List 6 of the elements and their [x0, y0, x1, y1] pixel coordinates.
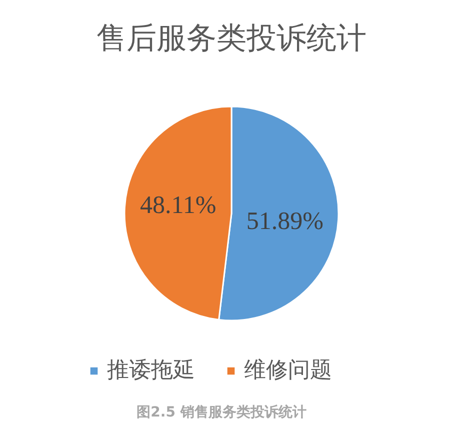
legend-label: 维修问题 [244, 357, 332, 385]
data-label: 48.11% [140, 192, 216, 219]
caption: 图2.5 销售服务类投诉统计 [136, 404, 306, 420]
data-label: 51.89% [246, 208, 324, 236]
legend-label: 推诿拖延 [107, 357, 195, 385]
chart-title: 售后服务类投诉统计 [96, 21, 366, 56]
